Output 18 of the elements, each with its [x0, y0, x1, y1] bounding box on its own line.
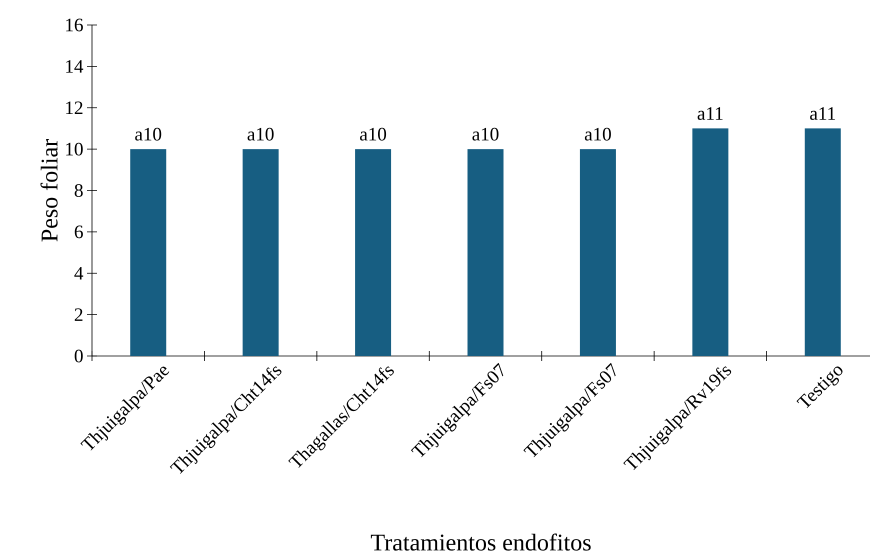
data-label: a11 [698, 107, 723, 120]
data-label: a10 [248, 128, 274, 141]
y-tick-label: 6 [74, 225, 83, 238]
data-label: a10 [360, 128, 386, 141]
y-tick-label: 14 [66, 60, 84, 73]
x-axis-title: Tratamientos endofitos [370, 534, 591, 551]
y-tick-label: 12 [66, 101, 82, 114]
data-label: a11 [810, 107, 836, 120]
data-label: a10 [472, 128, 499, 141]
y-tick-label: 16 [66, 18, 83, 32]
y-tick-label: 0 [74, 350, 83, 362]
y-tick-label: 10 [66, 142, 83, 156]
y-tick-label: 4 [74, 267, 84, 280]
y-axis-title: Peso foliar [40, 139, 58, 242]
y-tick-label: 2 [74, 308, 82, 321]
y-tick-label: 8 [74, 184, 83, 197]
data-label: a10 [135, 128, 162, 141]
data-label: a10 [584, 128, 611, 141]
